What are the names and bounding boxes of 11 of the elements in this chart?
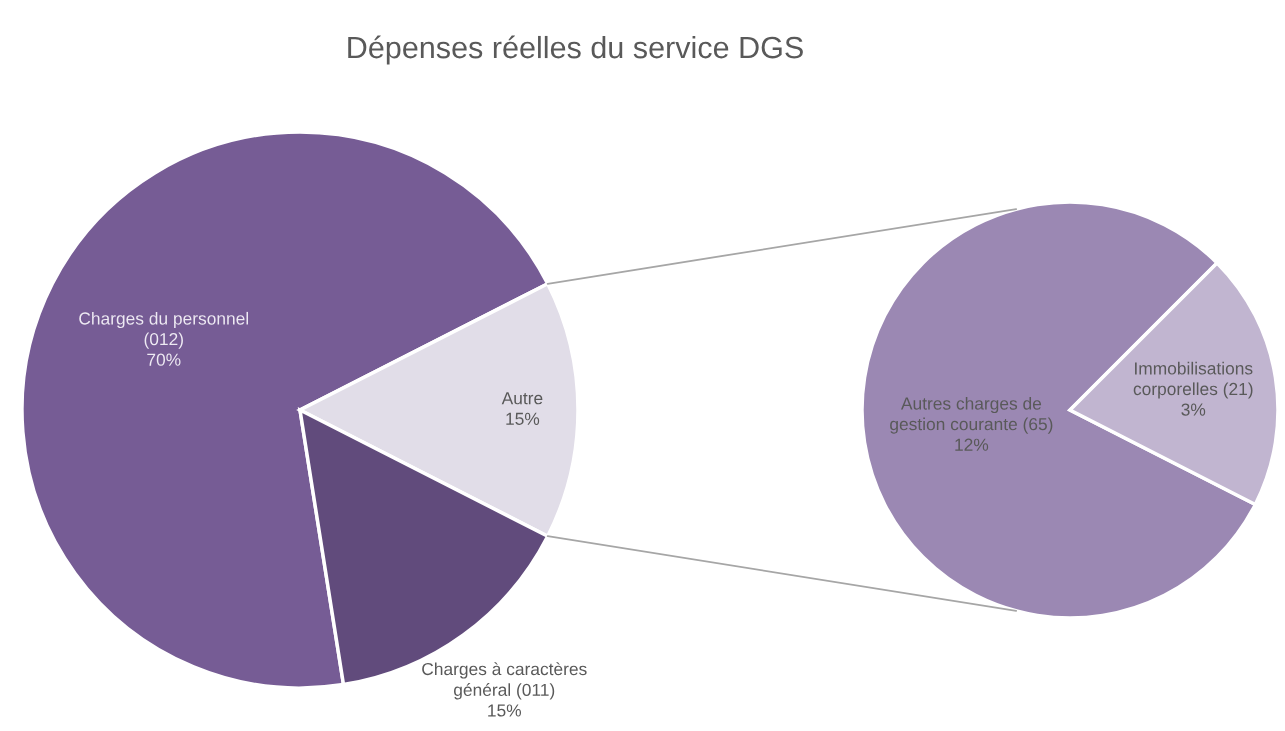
data-label: 70% <box>147 353 181 366</box>
slice-label: Charges du personnel (012) <box>79 311 249 349</box>
data-label: 12% <box>955 438 989 451</box>
slice-label: Immobilisations corporelles (21) <box>1133 361 1253 399</box>
data-label: 15% <box>506 412 540 425</box>
data-label: 3% <box>1181 403 1206 416</box>
slice-label: Charges à caractères général (011) <box>422 662 587 700</box>
data-label: 15% <box>488 704 522 717</box>
chart-title: Dépenses réelles du service DGS <box>348 35 803 65</box>
slice-label: Autres charges de gestion courante (65) <box>890 396 1053 434</box>
slice-label: Autre <box>501 392 543 405</box>
